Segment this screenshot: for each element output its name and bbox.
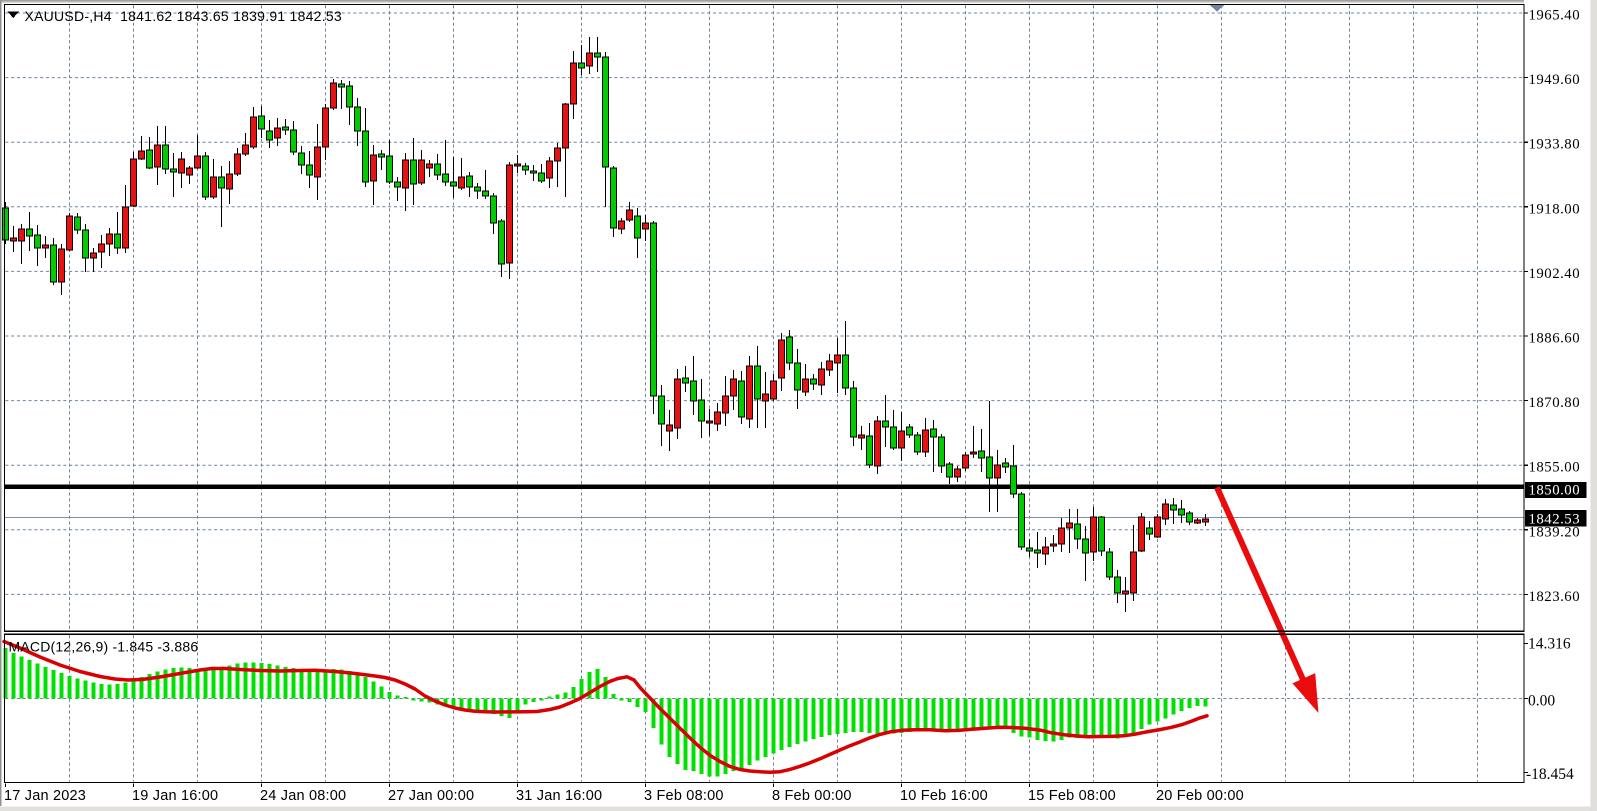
svg-text:1870.80: 1870.80: [1529, 395, 1581, 411]
svg-text:15 Feb 08:00: 15 Feb 08:00: [1028, 788, 1116, 804]
svg-text:19 Jan 16:00: 19 Jan 16:00: [132, 788, 218, 804]
svg-text:1918.00: 1918.00: [1529, 201, 1581, 217]
svg-text:-18.454: -18.454: [1526, 766, 1574, 783]
svg-text:1842.53: 1842.53: [1529, 511, 1581, 527]
svg-text:10 Feb 16:00: 10 Feb 16:00: [900, 788, 988, 804]
svg-text:MACD(12,26,9) -1.845 -3.886: MACD(12,26,9) -1.845 -3.886: [9, 639, 199, 655]
svg-text:31 Jan 16:00: 31 Jan 16:00: [516, 788, 602, 804]
svg-text:17 Jan 2023: 17 Jan 2023: [4, 788, 86, 804]
svg-text:1886.60: 1886.60: [1529, 331, 1581, 347]
svg-text:1850.00: 1850.00: [1529, 482, 1581, 498]
svg-text:24 Jan 08:00: 24 Jan 08:00: [260, 788, 346, 804]
svg-text:1965.40: 1965.40: [1529, 8, 1581, 24]
svg-text:3 Feb 08:00: 3 Feb 08:00: [644, 788, 724, 804]
svg-text:14.316: 14.316: [1528, 635, 1571, 652]
svg-text:1949.60: 1949.60: [1529, 72, 1581, 88]
svg-text:8 Feb 00:00: 8 Feb 00:00: [772, 788, 852, 804]
svg-text:27 Jan 00:00: 27 Jan 00:00: [388, 788, 474, 804]
svg-text:XAUUSD-,H4 1841.62 1843.65 18: XAUUSD-,H4 1841.62 1843.65 1839.91 1842.…: [25, 8, 342, 24]
svg-text:1839.20: 1839.20: [1529, 524, 1581, 540]
svg-text:20 Feb 00:00: 20 Feb 00:00: [1156, 788, 1244, 804]
svg-text:1902.40: 1902.40: [1529, 266, 1581, 282]
svg-text:0.00: 0.00: [1528, 693, 1555, 710]
svg-text:1823.60: 1823.60: [1529, 589, 1581, 605]
svg-text:1855.00: 1855.00: [1529, 460, 1581, 476]
svg-text:1933.80: 1933.80: [1529, 137, 1581, 153]
